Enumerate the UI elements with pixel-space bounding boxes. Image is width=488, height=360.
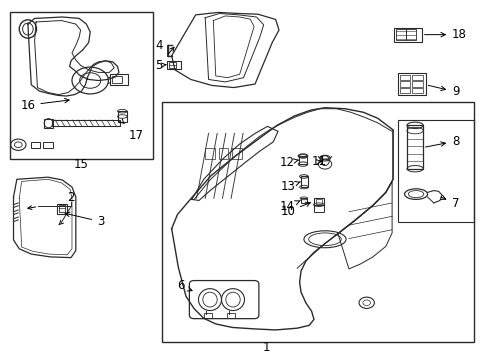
Bar <box>52 120 120 126</box>
Bar <box>31 141 41 148</box>
Bar <box>300 176 307 187</box>
Text: 12: 12 <box>280 156 298 169</box>
Bar <box>315 199 322 204</box>
Text: 10: 10 <box>280 202 310 218</box>
Bar <box>110 74 127 85</box>
Text: 13: 13 <box>280 180 300 193</box>
Bar <box>166 61 181 69</box>
Bar <box>205 148 214 159</box>
Text: 8: 8 <box>425 135 458 148</box>
Bar <box>218 148 228 159</box>
Bar <box>43 141 53 148</box>
Text: 14: 14 <box>280 200 300 213</box>
Bar <box>112 76 122 83</box>
Bar <box>10 12 153 159</box>
Bar <box>204 313 211 318</box>
Bar <box>57 204 67 214</box>
Text: 16: 16 <box>20 98 69 112</box>
Bar <box>162 102 472 342</box>
Text: 3: 3 <box>65 212 104 228</box>
Bar <box>399 75 409 80</box>
Bar <box>299 156 306 164</box>
Text: 1: 1 <box>262 341 269 354</box>
Text: 4: 4 <box>155 39 163 52</box>
Text: 15: 15 <box>74 158 89 171</box>
Bar <box>313 205 324 212</box>
Bar <box>395 29 405 40</box>
Text: 17: 17 <box>119 118 143 142</box>
Bar <box>411 75 422 80</box>
Bar <box>168 62 176 68</box>
Bar <box>59 206 65 212</box>
Bar <box>300 198 306 203</box>
Bar <box>227 313 234 318</box>
Bar <box>44 118 53 128</box>
Bar <box>313 198 324 205</box>
Bar <box>411 87 422 93</box>
Bar <box>232 148 241 159</box>
Text: 2: 2 <box>67 191 75 204</box>
Bar <box>117 111 127 122</box>
Bar <box>407 125 422 169</box>
Text: 9: 9 <box>427 85 459 98</box>
Bar <box>406 29 415 40</box>
Bar <box>411 81 422 86</box>
Bar <box>397 120 472 222</box>
Text: 18: 18 <box>424 28 466 41</box>
Bar <box>397 73 425 95</box>
Bar <box>393 28 421 42</box>
Bar <box>399 87 409 93</box>
Text: 5: 5 <box>155 59 165 72</box>
Text: 7: 7 <box>440 195 459 211</box>
Bar <box>399 81 409 86</box>
Text: 11: 11 <box>311 155 325 168</box>
Text: 6: 6 <box>177 279 192 292</box>
